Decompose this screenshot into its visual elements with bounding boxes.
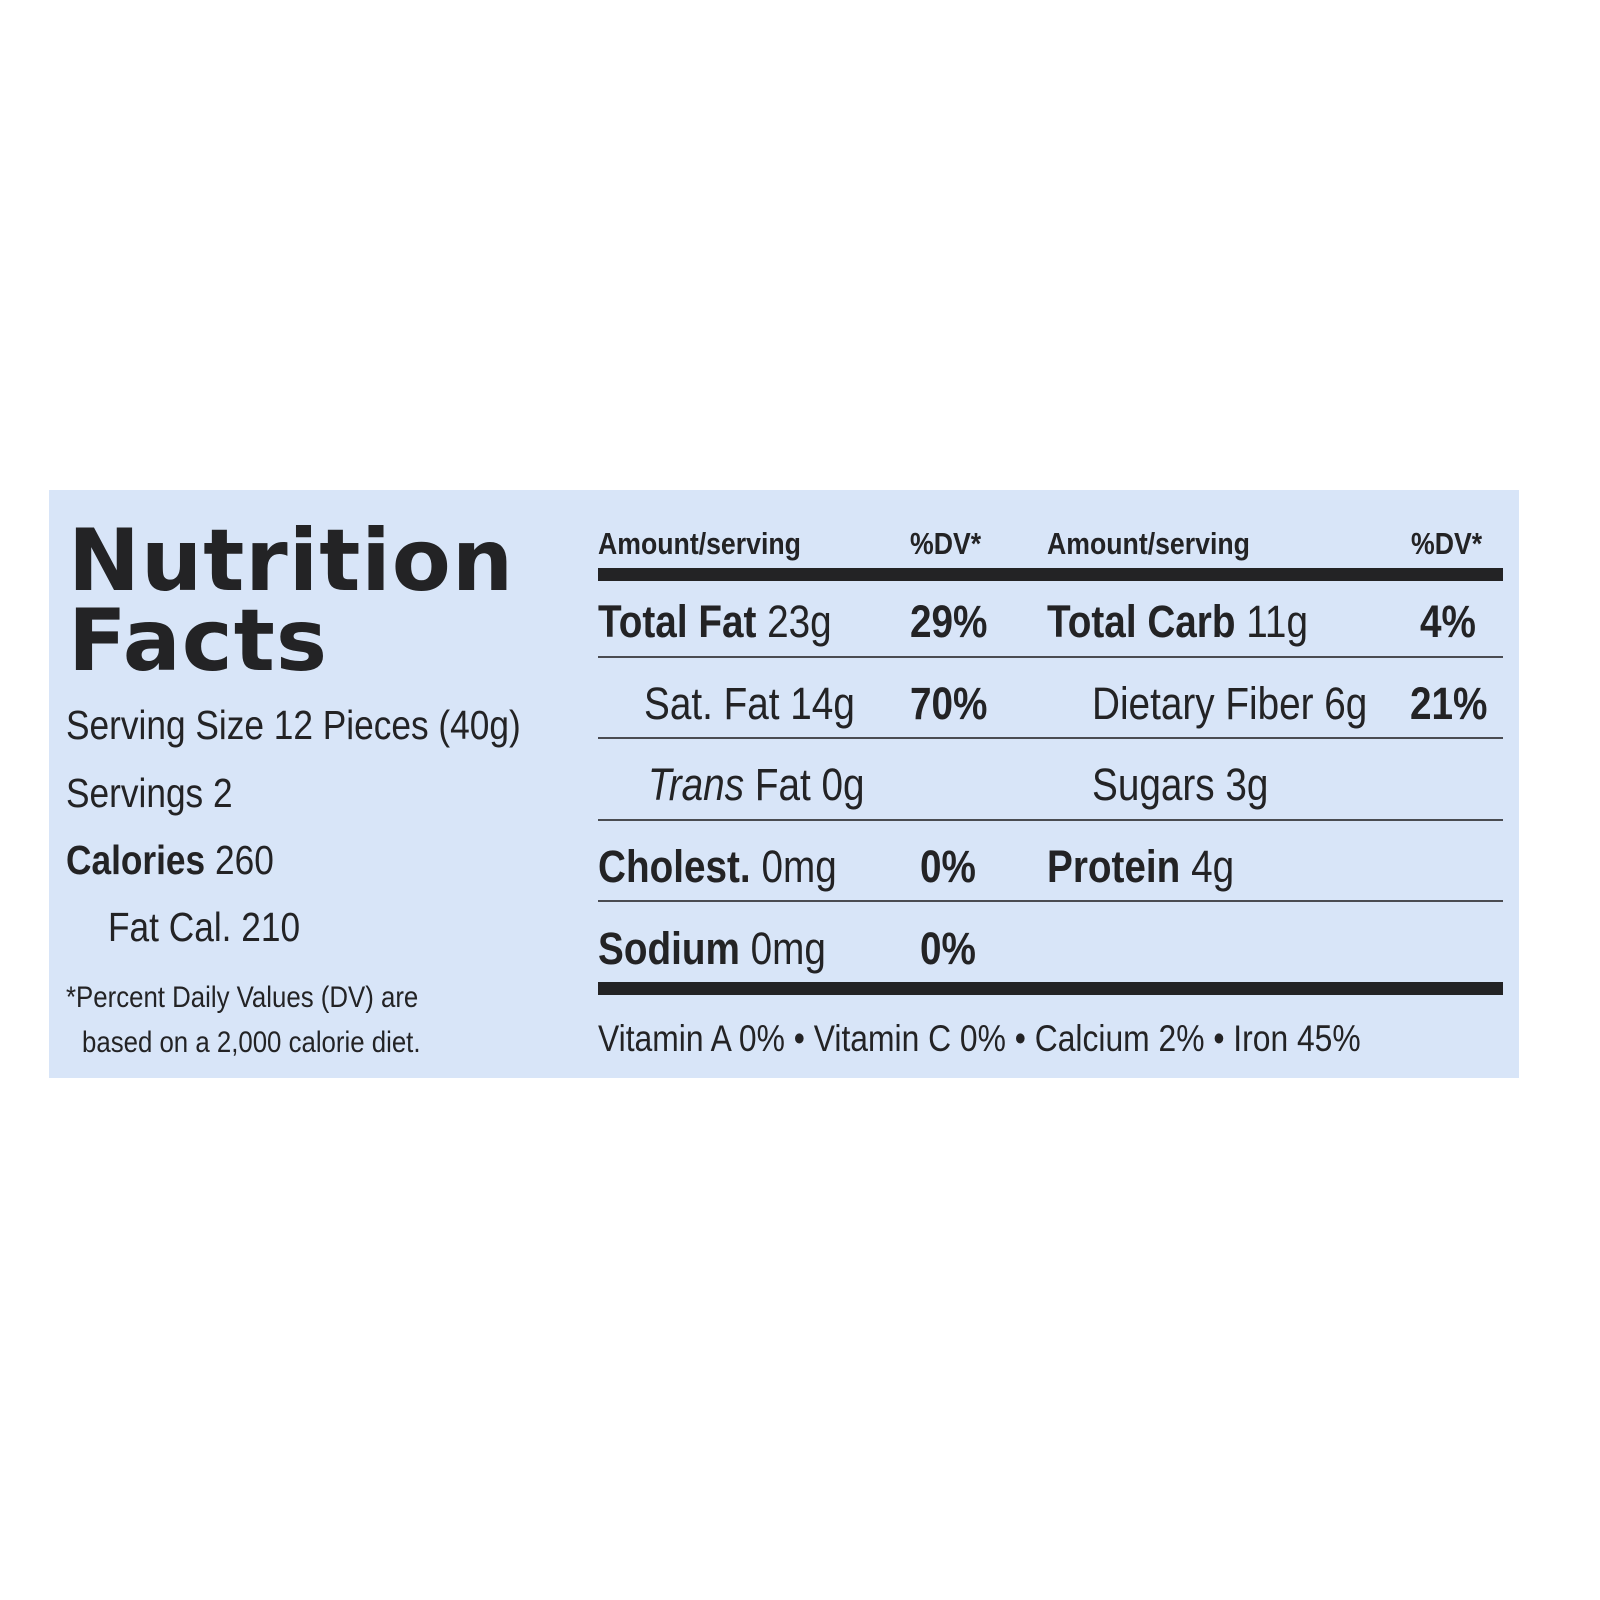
nutrient-value: 0mg — [750, 923, 826, 974]
dv-total-carb: 4% — [1420, 596, 1476, 647]
vitamins-line: Vitamin A 0% • Vitamin C 0% • Calcium 2%… — [598, 1018, 1361, 1059]
nutrient-label: Total Fat — [598, 596, 757, 647]
calories: Calories 260 — [66, 840, 274, 881]
nutrient-label: Total Carb — [1047, 596, 1236, 647]
nutrient-value: 3g — [1225, 759, 1269, 810]
fat-calories: Fat Cal. 210 — [108, 904, 301, 950]
nutrient-value: 4g — [1191, 841, 1235, 892]
row-total-carb: Total Carb 11g — [1047, 599, 1308, 644]
nutrient-label-rest: Fat — [754, 759, 811, 810]
nutrient-value: 6g — [1324, 678, 1368, 729]
calories-value: 260 — [214, 837, 274, 883]
nutrient-value: 0mg — [761, 841, 837, 892]
nutrient-value: 11g — [1246, 596, 1308, 647]
dv-total-fat: 29% — [910, 596, 988, 647]
row-dietary-fiber: Dietary Fiber 6g — [1092, 681, 1367, 726]
header-dv-left: %DV* — [910, 526, 982, 561]
row-divider — [598, 900, 1503, 902]
nutrient-value: 23g — [767, 596, 832, 647]
header-dv-right: %DV* — [1411, 526, 1483, 561]
footnote-line2: based on a 2,000 calorie diet. — [82, 1026, 421, 1059]
row-total-fat: Total Fat 23g — [598, 599, 832, 644]
nutrient-label: Dietary Fiber — [1092, 678, 1314, 729]
nutrient-label: Trans — [648, 759, 745, 810]
title-nutrition: Nutrition — [68, 511, 515, 611]
header-amount-right: Amount/serving — [1047, 526, 1250, 561]
row-divider — [598, 737, 1503, 739]
title-facts: Facts — [68, 591, 329, 691]
row-trans-fat: Trans Fat 0g — [648, 762, 865, 807]
row-divider — [598, 656, 1503, 658]
dv-cholesterol: 0% — [920, 841, 976, 892]
servings: Servings 2 — [66, 770, 233, 816]
nutrient-label: Protein — [1047, 841, 1181, 892]
dv-dietary-fiber: 21% — [1410, 678, 1488, 729]
calories-label: Calories — [66, 837, 206, 883]
row-divider — [598, 819, 1503, 821]
row-sat-fat: Sat. Fat 14g — [644, 681, 855, 726]
nutrient-label: Sat. Fat — [644, 678, 780, 729]
dv-sodium: 0% — [920, 923, 976, 974]
dv-sat-fat: 70% — [910, 678, 988, 729]
header-divider — [598, 568, 1503, 581]
header-amount-left: Amount/serving — [598, 526, 801, 561]
row-sodium: Sodium 0mg — [598, 926, 826, 971]
footnote-line1: *Percent Daily Values (DV) are — [66, 981, 419, 1014]
nutrient-label: Sodium — [598, 923, 740, 974]
nutrient-value: 14g — [790, 678, 855, 729]
footer-divider — [598, 982, 1503, 995]
row-protein: Protein 4g — [1047, 844, 1234, 889]
serving-size: Serving Size 12 Pieces (40g) — [66, 702, 521, 748]
nutrition-facts-panel — [49, 490, 1519, 1078]
nutrient-label: Sugars — [1092, 759, 1215, 810]
row-sugars: Sugars 3g — [1092, 762, 1268, 807]
row-cholesterol: Cholest. 0mg — [598, 844, 837, 889]
nutrient-label: Cholest. — [598, 841, 751, 892]
nutrient-value: 0g — [821, 759, 865, 810]
